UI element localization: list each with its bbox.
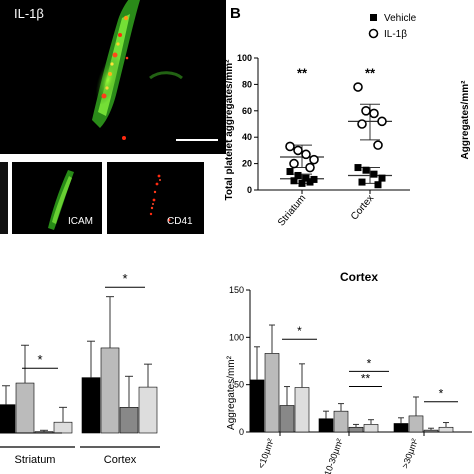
cortex-y-tick-label: 150	[229, 285, 244, 295]
significance-marker: *	[37, 352, 42, 367]
micrograph-cd41-image	[149, 174, 171, 222]
micrograph-left-strip	[0, 162, 8, 234]
bar-10-m	[249, 379, 265, 433]
scatter-point-vehicle	[378, 174, 386, 182]
bar-30-m	[438, 426, 454, 433]
category-label-cortex: Cortex	[104, 454, 137, 466]
bar-30-m	[423, 429, 439, 433]
scatter-x-tick-label-cortex: Cortex	[349, 193, 376, 223]
cortex-y-axis-label: Aggregates/mm²	[226, 355, 237, 430]
scatter-point-il1b	[353, 82, 363, 92]
scatter-point-vehicle	[362, 166, 370, 174]
bar-chart-region-plot: Striatum Cortex * *	[0, 271, 160, 466]
bar-10-30-m	[318, 418, 334, 433]
significance-marker: *	[367, 356, 372, 370]
bar-striatum	[53, 421, 73, 434]
bar-10-30-m	[363, 424, 379, 433]
scatter-x-tick-label-striatum: Striatum	[276, 193, 308, 229]
bar-cortex	[119, 407, 139, 434]
bar-10-30-m	[348, 426, 364, 433]
micrograph-cd41: CD41	[107, 162, 204, 234]
scatter-point-il1b	[305, 162, 315, 173]
significance-marker: **	[365, 66, 376, 81]
scatter-point-il1b	[285, 141, 295, 152]
cortex-x-tick-label-2: >30μm²	[400, 437, 420, 470]
bar-30-m	[408, 415, 424, 433]
cortex-chart-title: Cortex	[340, 270, 378, 284]
scatter-point-il1b	[309, 154, 319, 165]
significance-marker: *	[122, 271, 127, 286]
bar-cortex	[81, 377, 101, 434]
micrograph-icam: ICAM	[12, 162, 102, 234]
scatter-point-il1b	[369, 108, 379, 119]
bar-chart-cortex: Cortex Aggregates/mm² 0 50 100 150 <10μm² 10-…	[226, 270, 472, 474]
panel-b-letter: B	[230, 5, 241, 22]
scatter-y-tick-label: 80	[242, 79, 252, 89]
cortex-y-tick-label: 50	[234, 380, 244, 390]
scatter-point-vehicle	[374, 181, 382, 189]
cortex-y-tick-label: 100	[229, 332, 244, 342]
bar-10-30-m	[333, 410, 349, 433]
scatter-y-tick-label: 0	[247, 185, 252, 195]
scatter-y-tick-label: 100	[237, 53, 252, 63]
scatter-point-vehicle	[286, 168, 294, 176]
legend-marker-il1b	[368, 28, 379, 39]
scatter-point-vehicle	[370, 170, 378, 178]
micrograph-top: IL-1β	[0, 0, 226, 154]
micrograph-top-label: IL-1β	[14, 6, 44, 21]
significance-marker: *	[297, 324, 302, 338]
bar-10-m	[279, 405, 295, 433]
micrograph-icam-image	[48, 170, 74, 230]
bar-cortex	[138, 386, 158, 434]
scatter-point-vehicle	[354, 164, 362, 172]
cortex-x-tick-label-1: 10-30μm²	[322, 437, 345, 474]
scatter-point-il1b	[373, 140, 383, 150]
legend-label-vehicle: Vehicle	[384, 13, 417, 24]
bar-chart-region: Striatum Cortex * *	[0, 271, 160, 466]
scatter-y-tick-label: 60	[242, 106, 252, 116]
scatter-point-vehicle	[294, 171, 302, 179]
scatter-chart-panel-b: B Total platelet aggregates/mm² Aggregat…	[224, 5, 471, 228]
scatter-point-il1b	[357, 119, 367, 129]
category-label-striatum: Striatum	[15, 454, 56, 466]
scatter-y-axis-label: Total platelet aggregates/mm²	[224, 59, 235, 201]
legend-label-il-1: IL-1β	[384, 29, 407, 40]
bar-10-m	[294, 387, 310, 433]
scatter-y-tick-label: 40	[242, 132, 252, 142]
scatter-plot-area: 0 20 40 60 80 100 Striatum ** Cortex ** Vehicle IL-…	[237, 13, 417, 228]
scatter-point-vehicle	[306, 178, 314, 186]
bar-striatum	[0, 404, 16, 434]
legend-marker-vehicle	[370, 14, 377, 21]
bar-10-m	[264, 353, 280, 433]
scatter-point-il1b	[361, 106, 371, 116]
scatter-point-il1b	[377, 116, 387, 127]
scatter-point-il1b	[289, 158, 299, 169]
scatter-point-vehicle	[358, 178, 366, 186]
scatter-point-vehicle	[302, 174, 310, 182]
micrograph-cd41-label: CD41	[167, 216, 193, 227]
scatter-point-vehicle	[310, 175, 318, 183]
cortex-y-tick-label: 0	[239, 427, 244, 437]
significance-marker: **	[361, 372, 371, 386]
scatter-point-il1b	[293, 145, 303, 156]
scatter-point-vehicle	[298, 179, 306, 187]
bar-30-m	[393, 423, 409, 433]
micrograph-icam-label: ICAM	[68, 216, 93, 227]
significance-marker: **	[297, 66, 308, 81]
cortex-x-tick-label-0: <10μm²	[256, 437, 276, 470]
micrograph-top-image	[92, 0, 218, 141]
bar-cortex	[100, 347, 120, 434]
significance-marker: *	[439, 387, 444, 401]
cut-off-y-axis-label: Aggregates/mm²	[460, 80, 471, 160]
scatter-point-vehicle	[290, 177, 298, 185]
bar-striatum	[15, 382, 35, 434]
scatter-y-tick-label: 20	[242, 159, 252, 169]
scatter-point-il1b	[301, 149, 311, 160]
